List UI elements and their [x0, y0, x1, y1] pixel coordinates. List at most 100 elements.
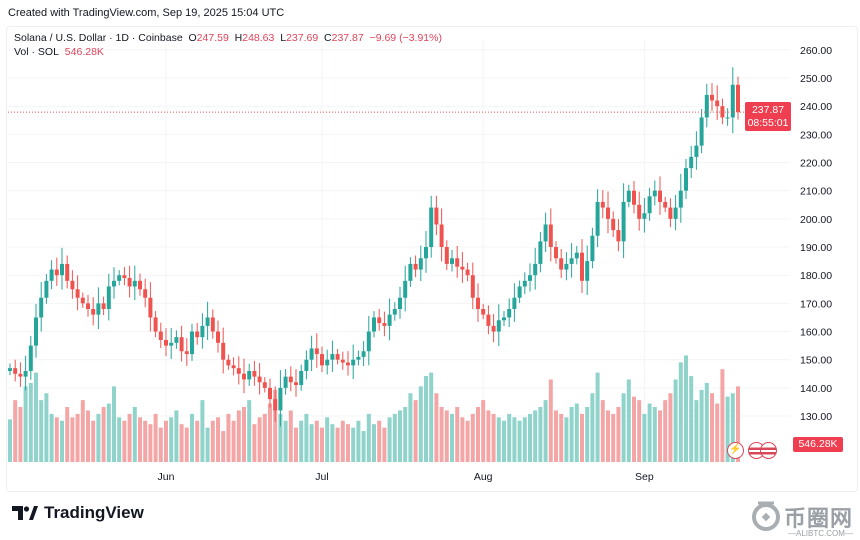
- volume-bar: [86, 410, 90, 462]
- volume-bar: [210, 420, 215, 462]
- candle-body: [600, 201, 605, 208]
- candle-body: [226, 359, 231, 366]
- volume-bar: [538, 407, 543, 462]
- volume-bar: [502, 420, 506, 462]
- candle-body: [694, 145, 699, 157]
- candle-body: [169, 342, 174, 346]
- candle-body: [543, 224, 548, 242]
- candle-body: [476, 297, 480, 309]
- volume-bar: [34, 372, 38, 462]
- candle-body: [184, 351, 189, 355]
- tradingview-logo[interactable]: TradingView: [12, 503, 144, 523]
- candle-body: [164, 339, 168, 346]
- candle-body: [730, 84, 735, 118]
- candle-body: [673, 207, 678, 219]
- volume-bar: [91, 420, 96, 462]
- candle-body: [574, 252, 579, 259]
- volume-bar: [559, 413, 564, 462]
- volume-row: Vol · SOL 546.28K: [14, 45, 442, 59]
- volume-bar: [304, 413, 309, 462]
- us-flag-event-icon[interactable]: [760, 442, 777, 459]
- candle-body: [179, 337, 184, 352]
- candle-body: [585, 261, 590, 281]
- candle-body: [18, 373, 23, 377]
- volume-bar: [689, 376, 694, 462]
- volume-bar: [621, 393, 626, 462]
- close-label: C: [324, 32, 332, 44]
- candle-body: [49, 269, 54, 281]
- volume-bar: [684, 355, 688, 462]
- candle-body: [273, 399, 278, 411]
- candle-body: [86, 303, 90, 309]
- volume-bar: [127, 413, 132, 462]
- volume-bar: [320, 427, 324, 462]
- volume-bar: [694, 400, 699, 462]
- candle-body: [699, 117, 704, 146]
- candle-body: [533, 263, 538, 276]
- volume-bar: [309, 424, 314, 462]
- candle-body: [70, 280, 75, 290]
- volume-bar: [314, 420, 319, 462]
- y-tick-label: 190.00: [800, 242, 832, 254]
- candle-body: [611, 218, 616, 231]
- volume-bar: [647, 403, 652, 462]
- candle-body: [242, 373, 246, 380]
- volume-bar: [580, 413, 584, 462]
- volume-bar: [398, 410, 402, 462]
- volume-bar: [8, 419, 12, 462]
- candle-body: [106, 286, 111, 309]
- volume-bar: [460, 417, 465, 462]
- candle-body: [356, 356, 361, 360]
- candle-body: [288, 376, 293, 383]
- candle-body: [736, 84, 740, 113]
- volume-bar: [528, 413, 532, 462]
- volume-bar: [39, 400, 44, 462]
- candle-body: [522, 280, 527, 287]
- symbol-description[interactable]: Solana / U.S. Dollar · 1D · Coinbase: [14, 32, 183, 44]
- chart-frame: [6, 26, 858, 492]
- volume-bar: [112, 386, 116, 462]
- volume-bar: [247, 400, 252, 462]
- volume-bar: [226, 413, 231, 462]
- volume-bar: [476, 407, 480, 462]
- candle-body: [528, 275, 532, 281]
- volume-bar: [200, 400, 205, 462]
- volume-bar: [335, 427, 340, 462]
- volume-bar: [450, 413, 454, 462]
- volume-bar: [699, 389, 704, 462]
- candle-body: [91, 308, 96, 315]
- last-price-label: 237.87 08:55:01: [745, 102, 791, 131]
- x-tick-label: Jun: [158, 471, 175, 483]
- volume-bar: [486, 410, 491, 462]
- candle-body: [382, 323, 387, 326]
- candle-body: [652, 190, 657, 197]
- candle-body: [491, 325, 496, 332]
- candle-body: [112, 280, 116, 287]
- candle-body: [595, 201, 600, 236]
- volume-bar: [273, 389, 278, 462]
- volume-bar: [49, 413, 54, 462]
- chart-legend: Solana / U.S. Dollar · 1D · Coinbase O24…: [14, 31, 442, 59]
- volume-bar: [413, 400, 418, 462]
- volume-bar: [710, 393, 714, 462]
- volume-bar: [268, 403, 272, 462]
- candle-body: [408, 263, 413, 281]
- volume-bar: [158, 427, 163, 462]
- volume-bar: [387, 417, 392, 462]
- watermark-en: —ALIBTC.COM—: [788, 529, 853, 538]
- candle-body: [450, 258, 454, 264]
- volume-bar: [340, 420, 345, 462]
- volume-bar: [678, 362, 683, 462]
- candle-body: [351, 359, 356, 366]
- volume-bar: [439, 407, 444, 462]
- volume-bar: [715, 403, 720, 462]
- lightning-event-icon[interactable]: ⚡: [727, 442, 744, 459]
- volume-bar: [626, 379, 631, 462]
- volume-bar: [278, 413, 283, 462]
- candle-body: [75, 289, 80, 298]
- y-tick-label: 240.00: [800, 101, 832, 113]
- volume-bar: [60, 420, 64, 462]
- volume-bar: [434, 393, 439, 462]
- candle-body: [221, 342, 226, 360]
